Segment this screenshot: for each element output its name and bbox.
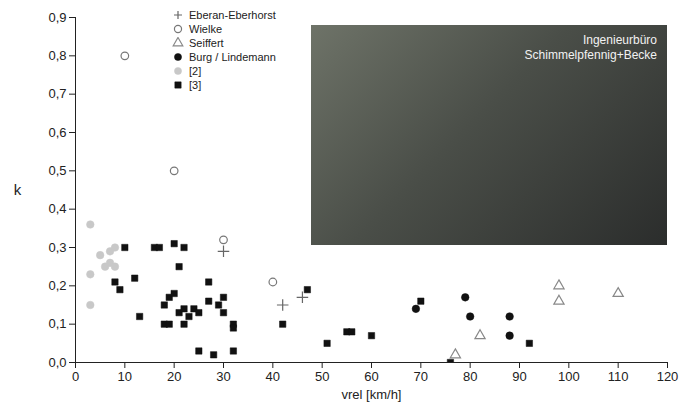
svg-text:0,3: 0,3 <box>48 240 66 255</box>
svg-text:50: 50 <box>315 369 329 384</box>
svg-text:0,9: 0,9 <box>48 10 66 25</box>
html-text:Ingenieurbüro: Ingenieurbüro <box>582 33 657 47</box>
svg-text:0,7: 0,7 <box>48 86 66 101</box>
svg-text:90: 90 <box>512 369 526 384</box>
html-text:Eberan-Eberhorst: Eberan-Eberhorst <box>189 9 276 21</box>
svg-text:0,5: 0,5 <box>48 163 66 178</box>
svg-text:60: 60 <box>364 369 378 384</box>
svg-text:100: 100 <box>558 369 580 384</box>
html-text:[3]: [3] <box>189 79 202 91</box>
svg-text:0: 0 <box>72 369 79 384</box>
svg-text:0,0: 0,0 <box>48 355 66 370</box>
svg-text:0,1: 0,1 <box>48 316 66 331</box>
svg-text:110: 110 <box>608 369 629 384</box>
html-text:Wielke: Wielke <box>189 23 222 35</box>
svg-text:vrel [km/h]: vrel [km/h] <box>342 387 402 402</box>
svg-text:30: 30 <box>216 369 230 384</box>
html-text:Schimmelpfennig+Becke: Schimmelpfennig+Becke <box>524 48 657 62</box>
svg-text:k: k <box>14 181 22 198</box>
html-text:[2]: [2] <box>189 65 202 77</box>
svg-text:20: 20 <box>167 369 181 384</box>
svg-text:0,6: 0,6 <box>48 125 66 140</box>
svg-text:0,8: 0,8 <box>48 48 66 63</box>
svg-text:10: 10 <box>118 369 132 384</box>
html-text:Seiffert: Seiffert <box>189 37 224 49</box>
svg-text:0,4: 0,4 <box>48 201 66 216</box>
svg-text:0,2: 0,2 <box>48 278 66 293</box>
svg-text:70: 70 <box>414 369 428 384</box>
svg-text:120: 120 <box>657 369 679 384</box>
svg-text:40: 40 <box>266 369 280 384</box>
html-text:Burg / Lindemann: Burg / Lindemann <box>189 51 276 63</box>
svg-text:80: 80 <box>463 369 477 384</box>
